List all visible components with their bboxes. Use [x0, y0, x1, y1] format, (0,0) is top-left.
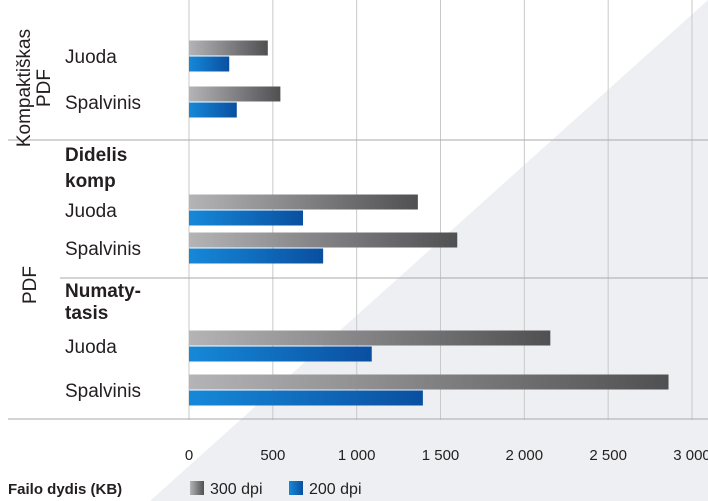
x-axis-label: Failo dydis (KB) [8, 481, 122, 498]
bar-200dpi [189, 56, 230, 72]
row-label: Spalvinis [65, 239, 141, 260]
bar-300dpi [189, 86, 281, 102]
legend-swatch-200dpi [289, 481, 303, 495]
x-tick-label: 1 000 [338, 447, 376, 464]
bars [189, 40, 669, 406]
row-label: Spalvinis [65, 93, 141, 114]
x-tick-label: 500 [260, 447, 285, 464]
bar-300dpi [189, 232, 458, 248]
legend: Failo dydis (KB) 300 dpi 200 dpi [8, 481, 362, 498]
legend-label: 300 dpi [210, 481, 263, 498]
row-label: Spalvinis [65, 381, 141, 402]
bar-200dpi [189, 102, 237, 118]
group-label: KompaktiškasPDF [14, 29, 55, 147]
section-heading: Numaty-tasis [65, 281, 141, 324]
row-label: Juoda [65, 201, 117, 222]
x-tick-labels: 0 500 1 000 1 500 2 000 2 500 3 000 [185, 447, 708, 464]
row-labels: Juoda Spalvinis Didelis komp Juoda Spalvinis N… [14, 29, 141, 402]
bar-300dpi [189, 374, 669, 390]
x-tick-label: 3 000 [673, 447, 708, 464]
section-heading: Didelis komp [65, 145, 127, 192]
row-label: Juoda [65, 47, 117, 68]
bar-300dpi [189, 40, 268, 56]
bar-200dpi [189, 346, 372, 362]
bar-300dpi [189, 330, 551, 346]
x-tick-label: 2 000 [506, 447, 544, 464]
bar-300dpi [189, 194, 418, 210]
x-tick-label: 1 500 [422, 447, 460, 464]
bar-200dpi [189, 390, 423, 406]
bar-200dpi [189, 248, 324, 264]
legend-label: 200 dpi [309, 481, 362, 498]
group-dividers [8, 139, 708, 420]
bar-200dpi [189, 210, 304, 226]
legend-swatch-300dpi [190, 481, 204, 495]
row-label: Juoda [65, 337, 117, 358]
x-tick-label: 0 [185, 447, 193, 464]
x-tick-label: 2 500 [589, 447, 627, 464]
group-label: PDF [20, 266, 41, 304]
